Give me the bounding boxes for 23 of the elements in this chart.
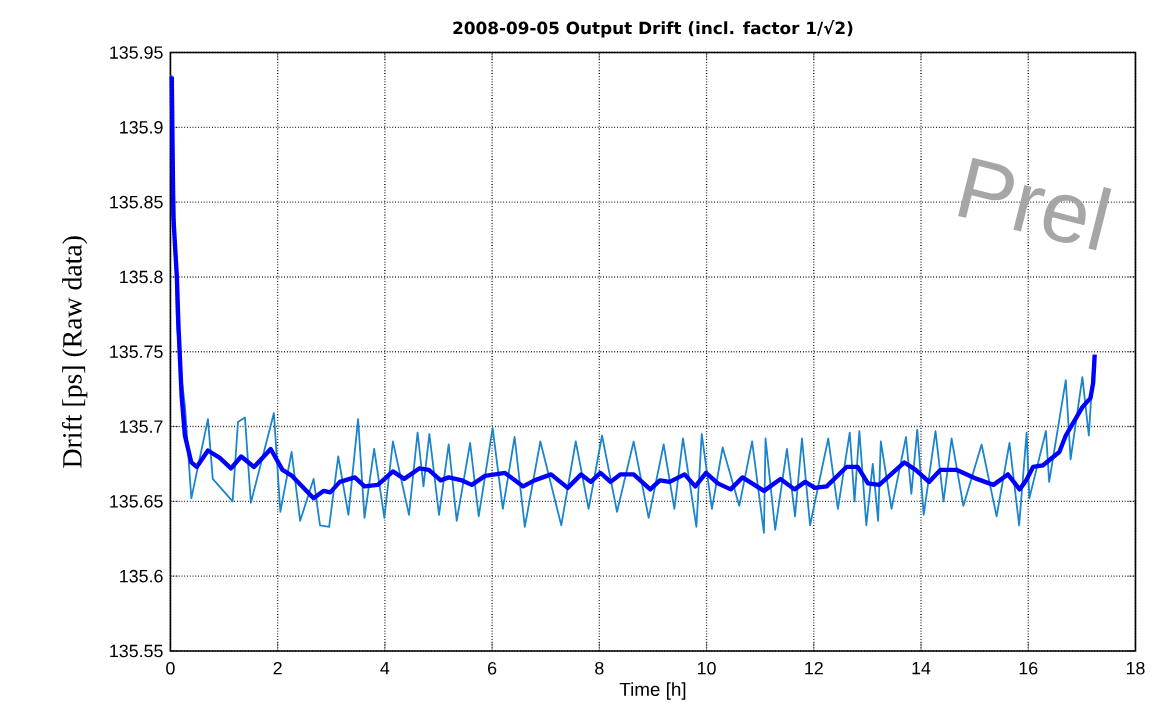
y-tick-label: 135.65 (110, 494, 163, 508)
x-tick-label: 4 (380, 661, 390, 675)
x-tick-label: 2 (273, 661, 282, 675)
y-tick-label: 135.9 (120, 120, 163, 134)
chart-title: 2008-09-05 Output Drift (incl. factor 1/√2) (453, 19, 853, 38)
x-tick-label: 16 (1019, 661, 1038, 675)
y-tick-label: 135.75 (110, 345, 163, 358)
x-tick-label: 8 (595, 661, 604, 675)
y-axis-title: Drift [ps] (Raw data) (61, 236, 88, 468)
x-tick-label: 18 (1126, 661, 1145, 675)
y-tick-label: 135.6 (120, 569, 163, 583)
x-tick-label: 6 (488, 661, 497, 675)
y-tick-label: 135.95 (110, 46, 163, 59)
y-tick-label: 135.7 (120, 420, 163, 433)
y-tick-label: 135.8 (120, 270, 163, 284)
x-tick-label: 10 (698, 661, 716, 675)
y-tick-label: 135.55 (110, 644, 163, 658)
x-tick-label: 14 (912, 661, 931, 675)
x-tick-label: 12 (805, 661, 823, 675)
x-tick-label: 0 (166, 661, 175, 675)
annotation: Prel (958, 157, 1112, 251)
y-tick-label: 135.85 (110, 195, 163, 209)
x-axis-title: Time [h] (619, 682, 686, 700)
